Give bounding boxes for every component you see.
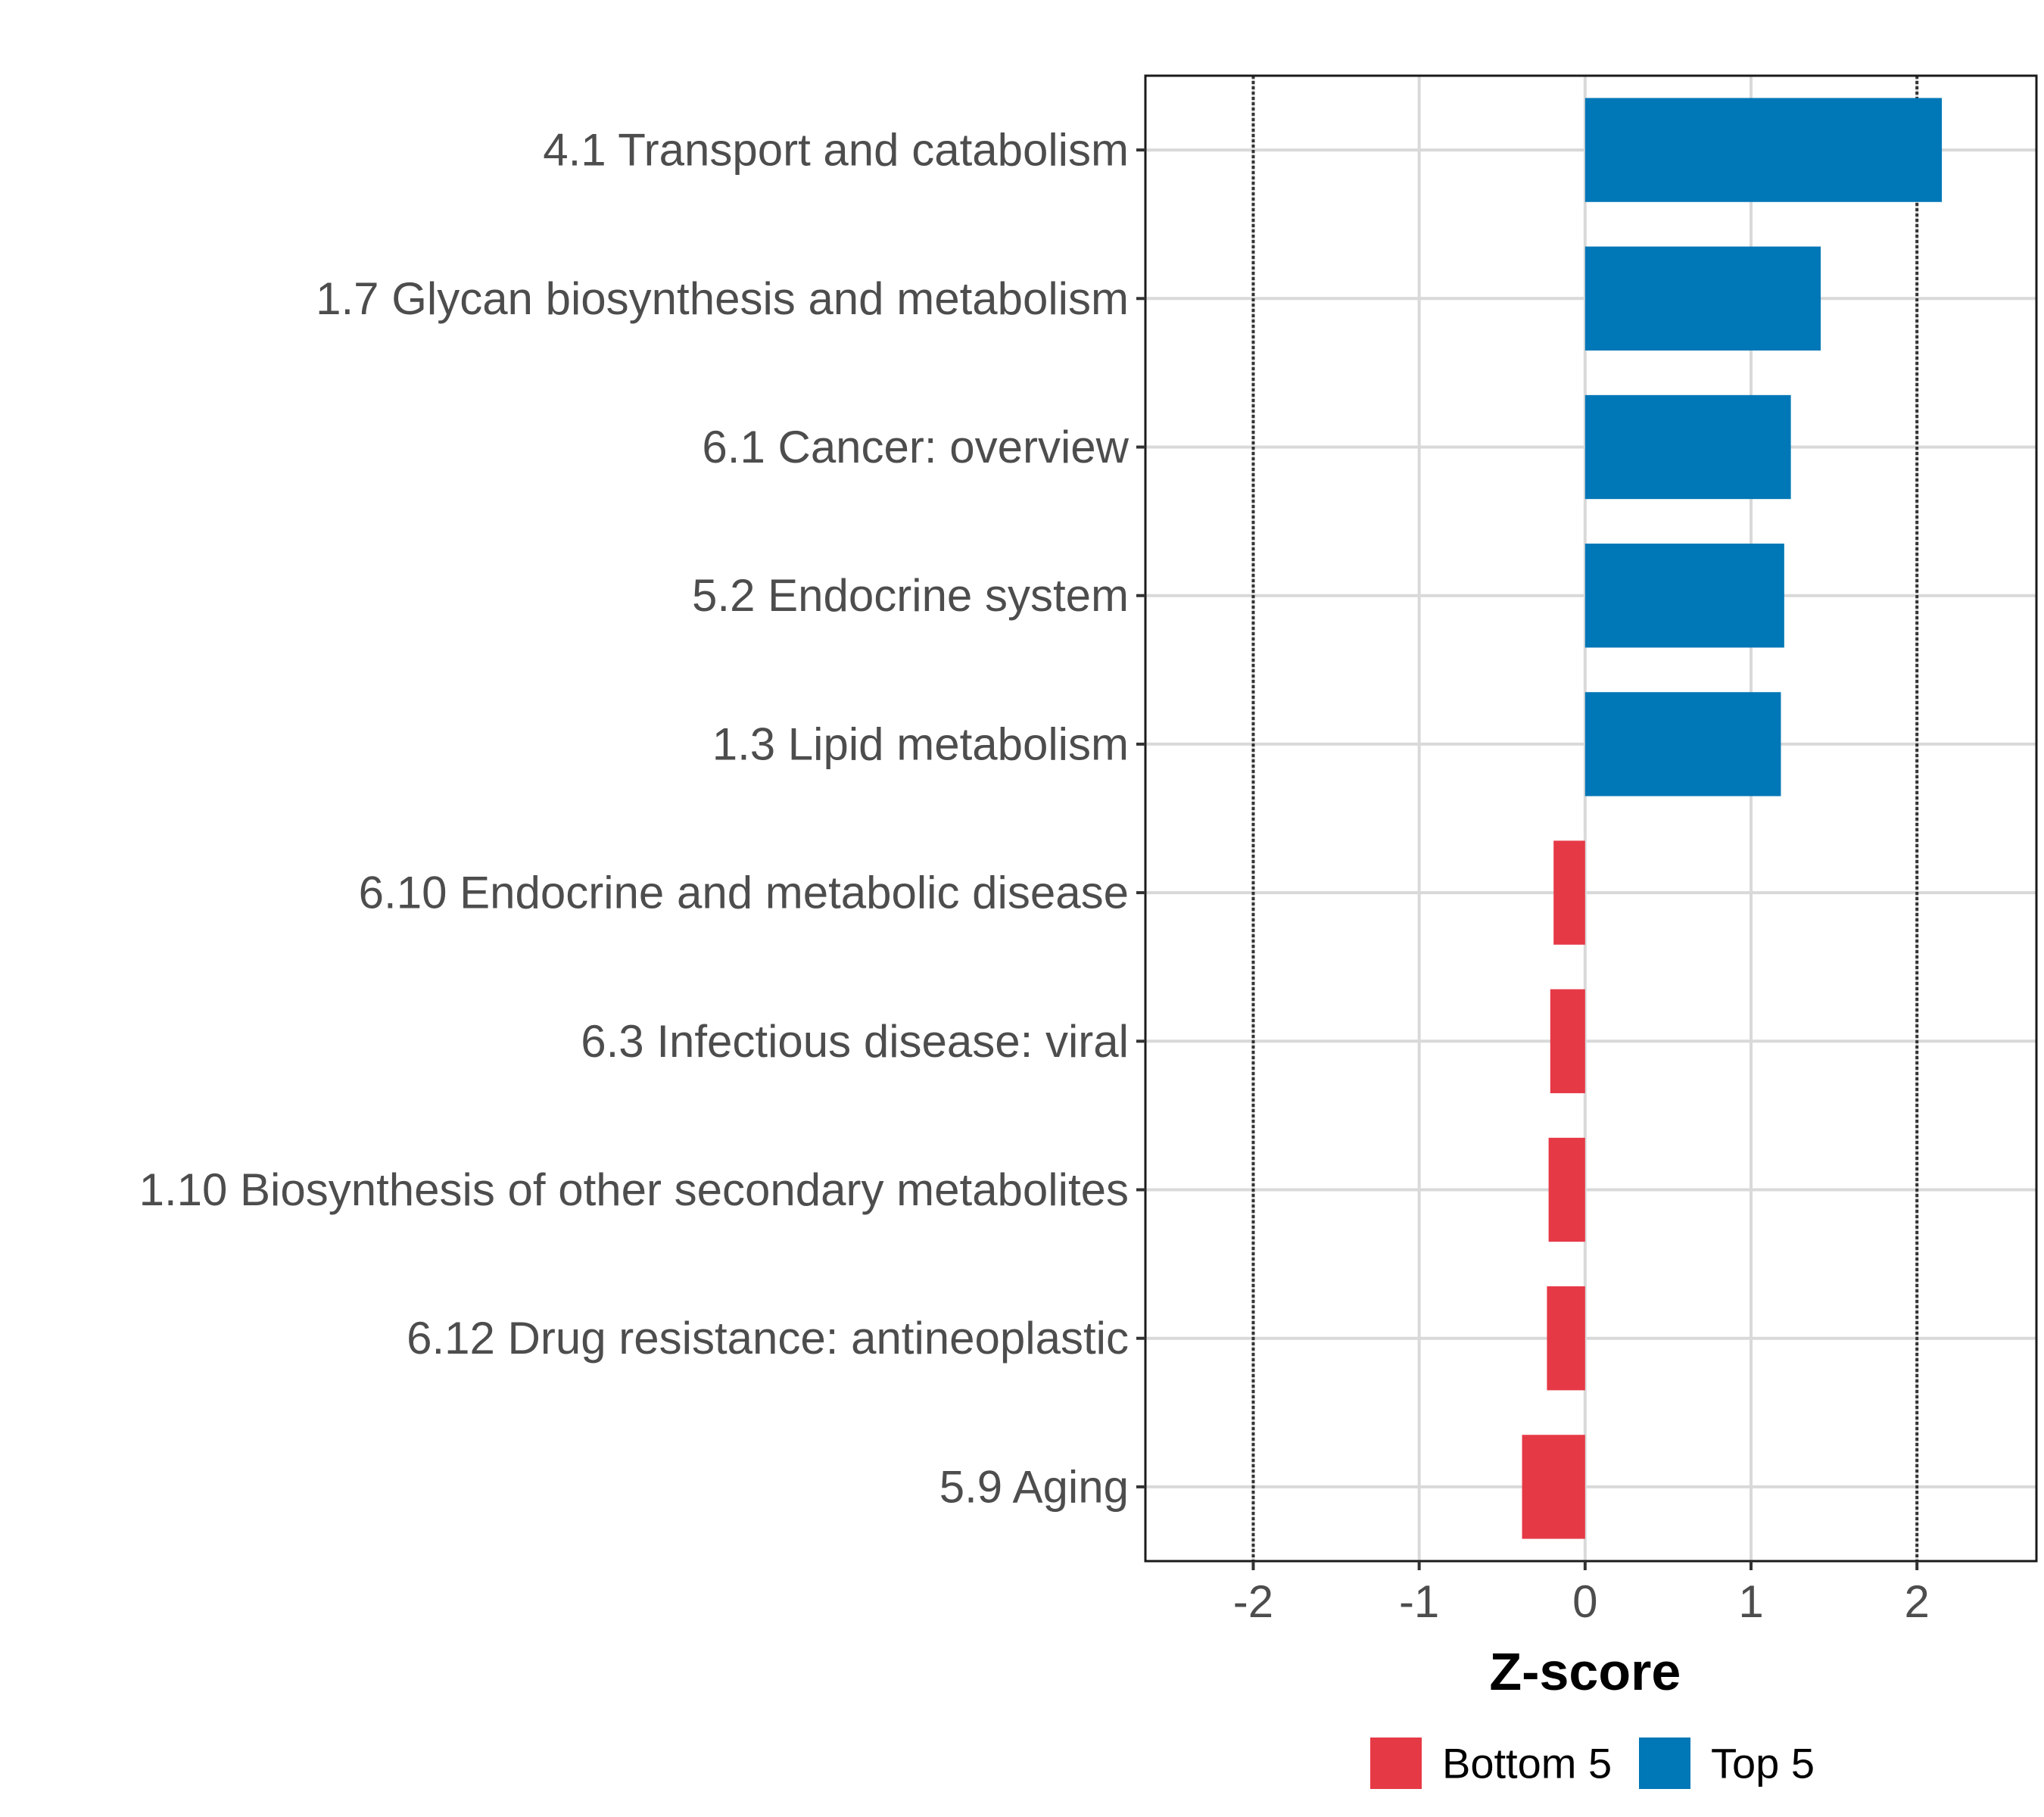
bar-bottom-7 — [1550, 989, 1585, 1093]
bar-bottom-6 — [1553, 840, 1585, 945]
bar-top-5 — [1584, 692, 1781, 796]
y-tick-label: 6.10 Endocrine and metabolic disease — [359, 868, 1129, 918]
bar-bottom-8 — [1548, 1137, 1585, 1242]
bar-bottom-9 — [1547, 1286, 1585, 1391]
y-tick-label: 5.9 Aging — [939, 1461, 1129, 1512]
y-tick-label: 1.3 Lipid metabolism — [712, 718, 1129, 769]
bar-top-2 — [1584, 246, 1821, 351]
x-tick-label: -1 — [1399, 1576, 1439, 1627]
legend-label: Bottom 5 — [1442, 1740, 1612, 1787]
y-tick-label: 6.3 Infectious disease: viral — [581, 1016, 1129, 1067]
reference-lines — [1251, 76, 1919, 1561]
y-axis: 4.1 Transport and catabolism 1.7 Glycan b… — [139, 125, 1145, 1512]
bar-bottom-10 — [1522, 1435, 1585, 1539]
x-tick-label: 0 — [1572, 1576, 1597, 1627]
x-axis: -2 -1 0 1 2 — [1233, 1561, 1930, 1627]
y-tick-label: 1.10 Biosynthesis of other secondary met… — [139, 1164, 1129, 1215]
legend-swatch — [1639, 1738, 1690, 1789]
plot-panel-border — [1144, 74, 2038, 1563]
x-axis-title: Z-score — [1489, 1642, 1681, 1701]
y-tick-label: 1.7 Glycan biosynthesis and metabolism — [316, 273, 1129, 324]
legend-label: Top 5 — [1711, 1740, 1815, 1787]
bar-top-1 — [1584, 98, 1943, 202]
bars — [1522, 98, 1943, 1539]
bar-top-3 — [1584, 394, 1791, 500]
y-tick-label: 5.2 Endocrine system — [692, 570, 1129, 621]
x-tick-label: -2 — [1233, 1576, 1273, 1627]
legend: Bottom 5 Top 5 — [1370, 1738, 1815, 1789]
legend-swatch — [1370, 1738, 1422, 1789]
x-tick-label: 1 — [1738, 1576, 1763, 1627]
y-tick-label: 6.1 Cancer: overview — [702, 422, 1129, 472]
bar-top-4 — [1584, 544, 1784, 648]
x-tick-label: 2 — [1905, 1576, 1930, 1627]
y-tick-label: 6.12 Drug resistance: antineoplastic — [407, 1313, 1129, 1364]
y-tick-label: 4.1 Transport and catabolism — [543, 125, 1129, 176]
